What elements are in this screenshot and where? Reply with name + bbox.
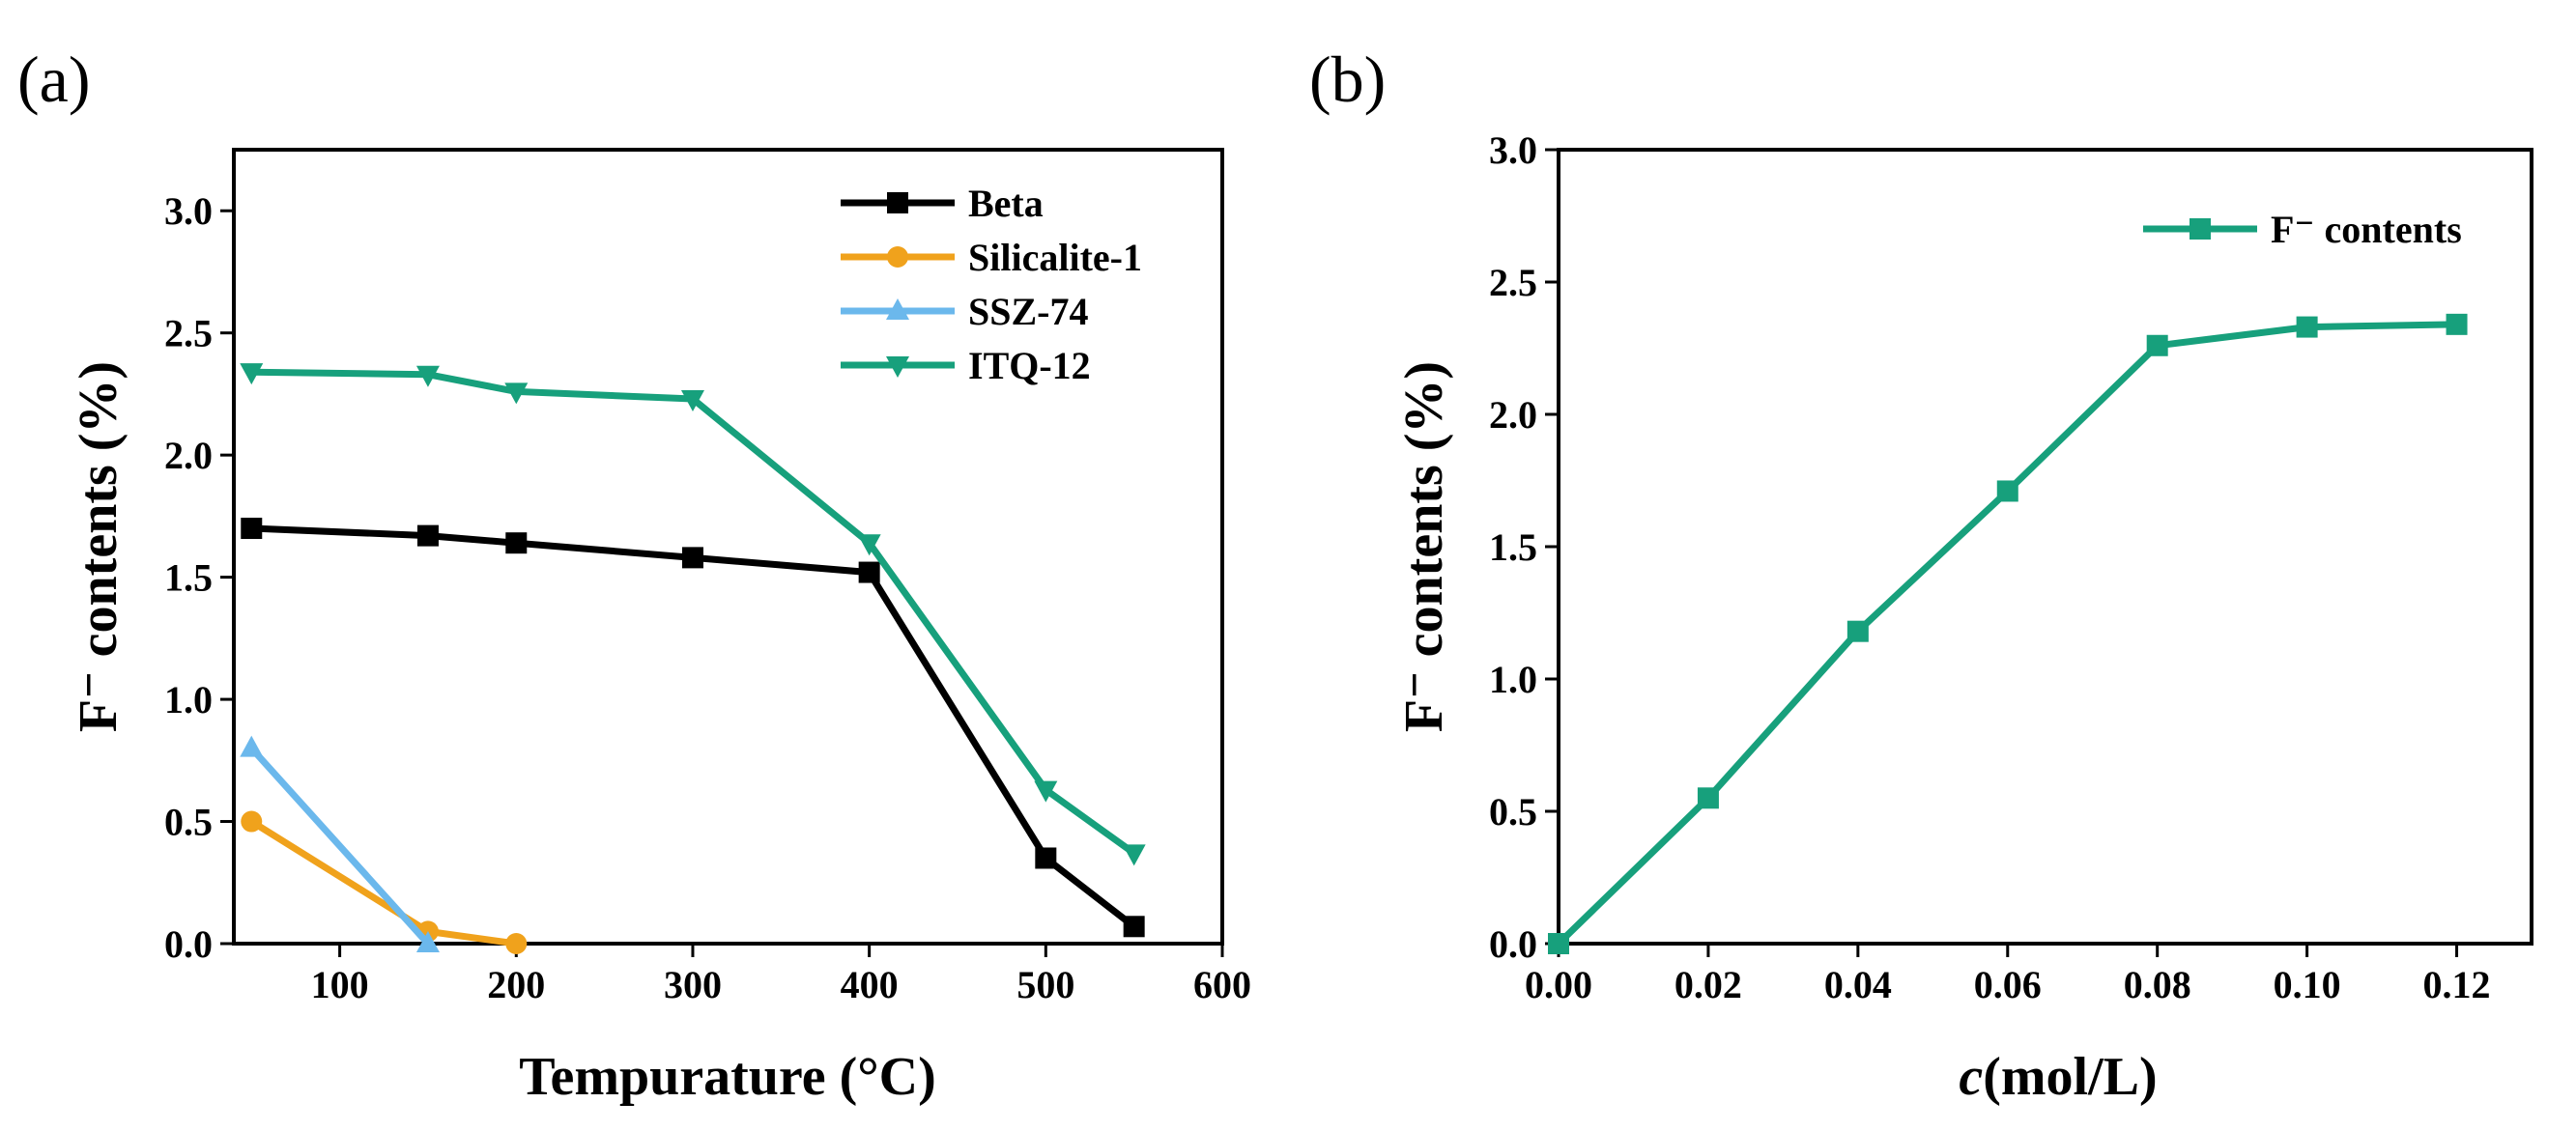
legend-label-itq-12: ITQ-12 [968, 344, 1091, 387]
x-axis-label-b: c(mol/L) [1959, 1047, 2157, 1107]
data-point-itq-12 [415, 365, 440, 387]
data-point-silicalite-1 [505, 933, 528, 954]
data-point-itq-12 [857, 534, 881, 556]
series-b [1548, 313, 2468, 954]
x-tick-label-a: 200 [487, 963, 545, 1006]
y-axis-label-a: F⁻ contents (%) [69, 361, 129, 732]
data-point-itq-12 [680, 389, 704, 411]
y-tick-label-b: 2.5 [1489, 261, 1537, 304]
x-tick-label-b: 0.02 [1674, 963, 1742, 1006]
data-point-beta [1123, 916, 1145, 938]
y-tick-label-a: 1.0 [164, 678, 213, 721]
y-tick-label-a: 2.0 [164, 434, 213, 477]
data-point-f-contents [1996, 480, 2018, 502]
y-tick-label-b: 0.5 [1489, 790, 1537, 834]
legend-marker-silicalite-1 [887, 246, 908, 268]
chart-b: (b) 0.00 0.02 0.04 0.06 0.08 0.10 0.12 0.0 0.5 1… [1309, 42, 2533, 1107]
legend-label-beta: Beta [968, 182, 1044, 225]
data-point-itq-12 [240, 363, 264, 385]
legend-label-ssz-74: SSZ-74 [968, 290, 1089, 333]
data-point-beta [681, 547, 703, 569]
x-tick-label-a: 100 [311, 963, 369, 1006]
x-ticks-a: 100 200 300 400 500 600 [311, 944, 1251, 1006]
x-axis-label-b-unit: (mol/L) [1983, 1047, 2157, 1107]
x-axis-label-b-var: c [1959, 1047, 1983, 1107]
data-point-beta [1035, 847, 1057, 869]
y-tick-label-b: 2.0 [1489, 393, 1537, 437]
data-point-ssz-74 [415, 931, 440, 952]
x-tick-label-a: 600 [1193, 963, 1251, 1006]
data-point-beta [505, 532, 528, 554]
chart-a: (a) 100 200 300 400 500 600 0.0 0.5 1.0 1.5 2.0 2.… [17, 42, 1251, 1107]
x-tick-label-a: 400 [841, 963, 899, 1006]
data-point-f-contents [2296, 316, 2318, 338]
y-tick-label-a: 3.0 [164, 189, 213, 233]
plot-frame-a [232, 148, 1224, 946]
legend-marker-f-contents [2190, 218, 2211, 240]
x-ticks-b: 0.00 0.02 0.04 0.06 0.08 0.10 0.12 [1525, 944, 2491, 1006]
y-ticks-b: 0.0 0.5 1.0 1.5 2.0 2.5 3.0 [1489, 128, 1559, 966]
plot-frame-b [1557, 148, 2533, 946]
x-tick-label-a: 300 [664, 963, 722, 1006]
data-point-f-contents [2146, 334, 2168, 356]
series-line-silicalite-1 [249, 818, 517, 947]
x-tick-label-a: 500 [1016, 963, 1074, 1006]
series-a [240, 363, 1146, 954]
legend-label-silicalite-1: Silicalite-1 [968, 236, 1142, 279]
data-point-itq-12 [504, 382, 529, 405]
data-point-beta [416, 524, 439, 547]
series-line-f-contents [1556, 321, 2457, 947]
y-tick-label-a: 0.5 [164, 801, 213, 844]
y-ticks-a: 0.0 0.5 1.0 1.5 2.0 2.5 3.0 [164, 189, 234, 966]
legend-marker-ssz-74 [886, 298, 909, 320]
legend-marker-beta [887, 192, 908, 213]
x-tick-label-b: 0.04 [1824, 963, 1892, 1006]
y-tick-label-b: 0.0 [1489, 922, 1537, 966]
x-tick-label-b: 0.12 [2423, 963, 2491, 1006]
y-tick-label-b: 1.0 [1489, 658, 1537, 701]
x-tick-label-b: 0.08 [2124, 963, 2191, 1006]
y-tick-label-b: 3.0 [1489, 128, 1537, 172]
legend-marker-itq-12 [886, 356, 909, 378]
y-tick-label-a: 0.0 [164, 922, 213, 966]
data-point-itq-12 [1034, 780, 1058, 803]
series-line-ssz-74 [248, 746, 431, 947]
data-point-itq-12 [1122, 844, 1146, 866]
x-tick-label-b: 0.00 [1525, 963, 1592, 1006]
data-point-silicalite-1 [241, 810, 263, 833]
data-point-f-contents [1697, 787, 1719, 809]
data-point-f-contents [1548, 933, 1569, 954]
legend-a: Beta Silicalite-1 SSZ-74 ITQ-12 [841, 182, 1142, 387]
x-axis-label-a: Tempurature (°C) [519, 1047, 935, 1107]
data-point-f-contents [1846, 620, 1869, 642]
legend-b: F⁻ contents [2143, 208, 2462, 251]
y-tick-label-b: 1.5 [1489, 525, 1537, 569]
y-tick-label-a: 1.5 [164, 556, 213, 600]
panel-label-b: (b) [1309, 42, 1386, 116]
data-point-ssz-74 [240, 735, 264, 757]
panel-label-a: (a) [17, 42, 90, 116]
x-tick-label-b: 0.10 [2274, 963, 2341, 1006]
legend-label-f-contents: F⁻ contents [2271, 208, 2462, 251]
data-point-beta [241, 518, 263, 540]
y-tick-label-a: 2.5 [164, 312, 213, 355]
x-tick-label-b: 0.06 [1974, 963, 2042, 1006]
y-axis-label-b: F⁻ contents (%) [1394, 361, 1454, 732]
data-point-beta [858, 561, 880, 583]
data-point-f-contents [2446, 313, 2468, 335]
